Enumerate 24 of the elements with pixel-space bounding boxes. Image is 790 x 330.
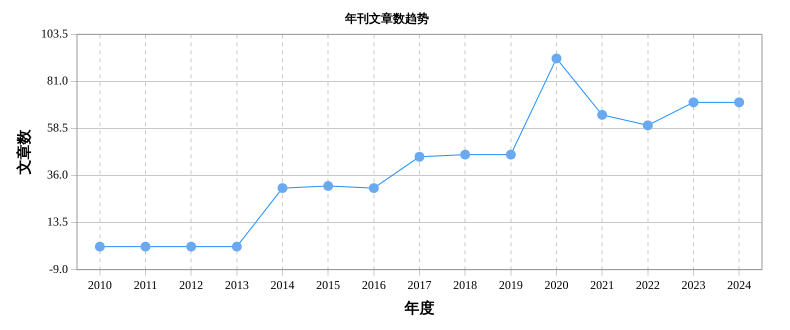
x-tick-label: 2014 <box>270 278 294 292</box>
y-tick-label: -9.0 <box>49 262 68 276</box>
y-axis-title: 文章数 <box>14 128 33 176</box>
x-axis-title: 年度 <box>404 298 434 317</box>
y-tick-label: 103.5 <box>41 26 68 41</box>
y-tick-label: 58.5 <box>47 120 68 135</box>
x-tick-label: 2012 <box>179 278 204 292</box>
x-tick-label: 2019 <box>498 278 523 292</box>
x-tick-label: 2020 <box>544 278 568 292</box>
x-tick-label: 2016 <box>362 278 386 292</box>
x-tick-label: 2017 <box>408 278 432 292</box>
x-tick-label: 2018 <box>453 278 478 292</box>
y-tick-label: 13.5 <box>47 214 68 229</box>
y-tick-label: 36.0 <box>47 168 68 182</box>
x-tick-label: 2011 <box>134 278 158 292</box>
x-tick-label: 2013 <box>224 278 249 292</box>
x-tick-label: 2022 <box>636 278 660 292</box>
x-tick-label: 2010 <box>88 278 112 292</box>
x-tick-label: 2024 <box>727 278 752 292</box>
chart-title: 年刊文章数趋势 <box>344 11 429 26</box>
x-tick-label: 2023 <box>682 278 706 292</box>
y-tick-label: 81.0 <box>47 74 68 88</box>
x-tick-label: 2021 <box>590 278 614 292</box>
x-tick-label: 2015 <box>316 278 340 292</box>
